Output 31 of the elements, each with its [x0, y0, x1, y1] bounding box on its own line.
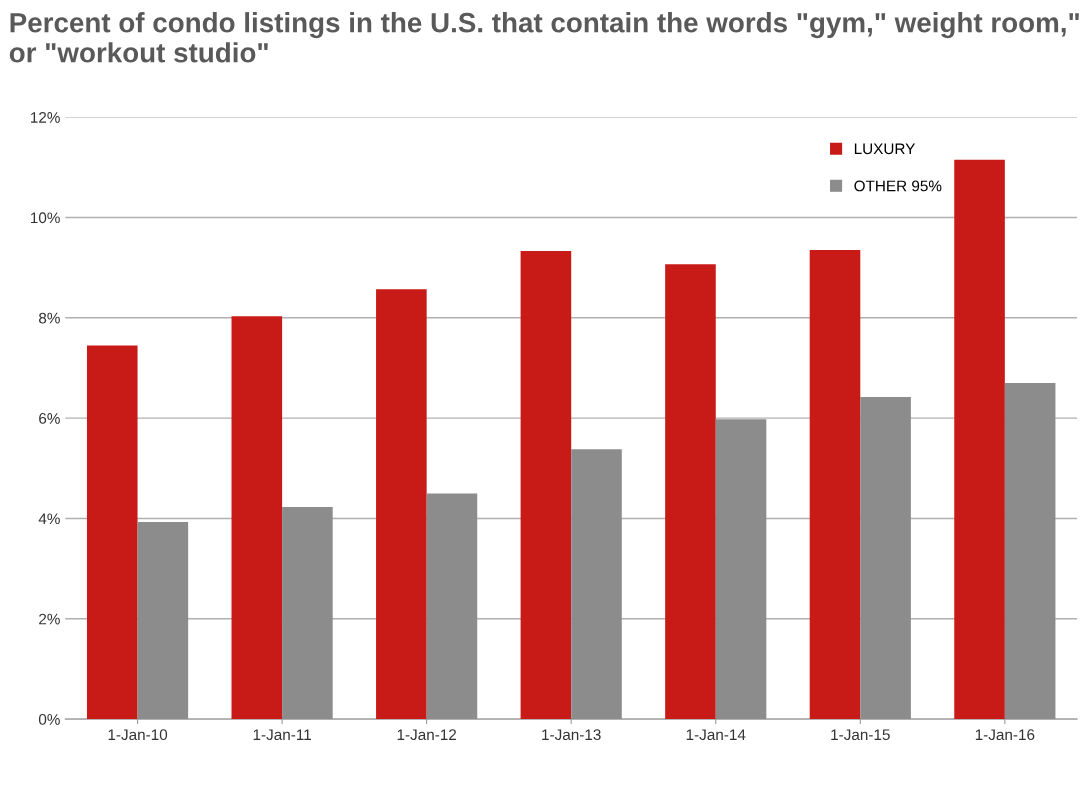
bar [860, 397, 911, 720]
y-tick-label: 0% [38, 713, 60, 725]
y-tick-label: 8% [39, 312, 60, 324]
x-tick-label: 1-Jan-10 [108, 729, 168, 741]
bar [809, 250, 861, 720]
chart-title: Percent of condo listings in the U.S. that contain the words "gym," weight room," or "workout studio" [9, 12, 1079, 63]
x-tick-label: 1-Jan-14 [686, 729, 746, 741]
bar [715, 419, 767, 720]
y-tick-label: 10% [31, 212, 60, 224]
x-tick-label: 1-Jan-12 [397, 729, 457, 741]
bar [571, 449, 622, 720]
legend-label: LUXURY [854, 143, 916, 155]
legend-label: OTHER 95% [854, 180, 942, 192]
bar [520, 251, 572, 720]
bar [376, 289, 427, 720]
y-tick-label: 4% [38, 513, 60, 525]
y-tick-label: 12% [31, 112, 60, 123]
y-tick-label: 2% [39, 613, 60, 625]
x-tick-label: 1-Jan-16 [975, 729, 1035, 741]
x-tick-label: 1-Jan-11 [253, 729, 311, 741]
y-tick-label: 6% [39, 413, 60, 424]
bar [665, 264, 716, 720]
x-tick-label: 1-Jan-15 [831, 729, 890, 741]
bar [137, 521, 189, 720]
x-tick-label: 1-Jan-13 [542, 729, 601, 741]
bar [86, 345, 138, 720]
bar [954, 159, 1005, 720]
bar [282, 506, 333, 720]
bar [426, 493, 478, 720]
bar [231, 316, 283, 720]
bar [1004, 383, 1056, 720]
